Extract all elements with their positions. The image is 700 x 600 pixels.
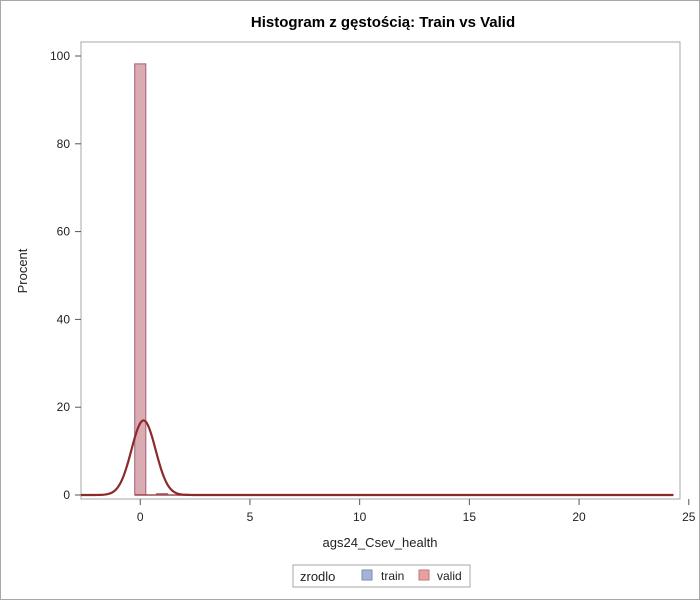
x-tick-label: 25 [682,510,696,524]
legend-label-train: train [381,569,404,583]
legend-title: zrodlo [300,569,335,584]
x-tick-label: 5 [247,510,254,524]
legend: zrodlo train valid [292,564,471,588]
legend-swatch-train [361,569,373,581]
chart-title: Histogram z gęstością: Train vs Valid [251,14,515,31]
y-tick-label: 100 [50,49,70,63]
y-tick-label: 40 [57,312,71,326]
legend-label-valid: valid [437,569,462,583]
y-tick-label: 80 [57,137,71,151]
x-tick-label: 15 [463,510,477,524]
x-axis: 0 5 10 15 20 25 [137,499,696,524]
plot-area [80,41,681,500]
x-tick-label: 0 [137,510,144,524]
y-tick-label: 60 [57,225,71,239]
legend-swatch-valid [418,569,430,581]
x-tick-label: 20 [572,510,586,524]
density-curve [81,419,674,497]
y-axis-label: Procent [15,248,30,293]
plot-border [80,41,681,500]
x-tick-label: 10 [353,510,367,524]
y-axis: 0 20 40 60 80 100 [50,49,81,502]
y-tick-label: 20 [57,400,71,414]
x-axis-label: ags24_Csev_health [323,535,438,550]
y-tick-label: 0 [63,488,70,502]
